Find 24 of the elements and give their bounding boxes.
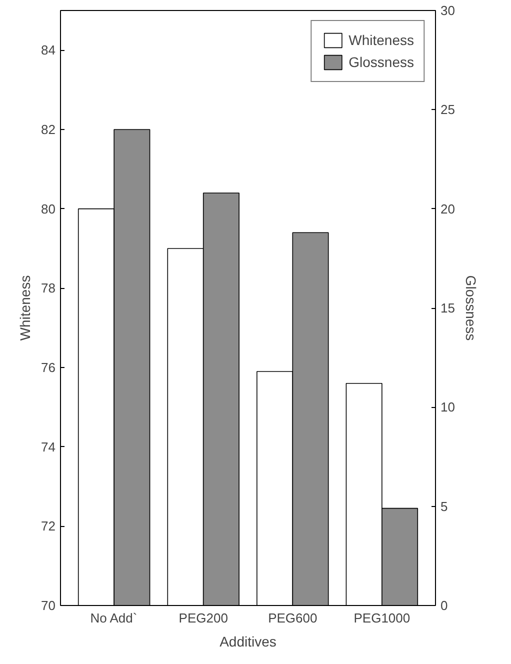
y2-tick-label: 15 xyxy=(440,300,455,316)
y2-tick-label: 0 xyxy=(440,598,448,613)
x-tick-label: No Add` xyxy=(90,610,138,626)
y-tick-label: 82 xyxy=(41,122,56,137)
y-tick-label: 78 xyxy=(41,280,56,296)
y2-tick-label: 10 xyxy=(440,400,455,415)
legend-label: Glossness xyxy=(348,54,414,70)
y2-tick-label: 5 xyxy=(440,498,448,514)
x-axis-title: Additives xyxy=(220,634,276,650)
y-axis-title: Whiteness xyxy=(17,275,34,341)
y-tick-label: 72 xyxy=(41,518,56,534)
x-tick-label: PEG600 xyxy=(268,610,318,626)
y-tick-label: 70 xyxy=(41,598,56,613)
y2-tick-label: 30 xyxy=(440,3,455,18)
y-tick-label: 80 xyxy=(41,201,56,216)
y2-tick-label: 20 xyxy=(440,201,455,216)
x-tick-label: PEG1000 xyxy=(354,610,410,626)
x-tick-label: PEG200 xyxy=(178,610,228,626)
y-tick-label: 76 xyxy=(41,360,56,375)
y2-tick-label: 25 xyxy=(440,102,455,118)
y-tick-label: 74 xyxy=(41,439,56,454)
y2-axis-title: Glossness xyxy=(462,275,479,341)
y-tick-label: 84 xyxy=(41,42,56,58)
legend-label: Whiteness xyxy=(348,32,414,48)
